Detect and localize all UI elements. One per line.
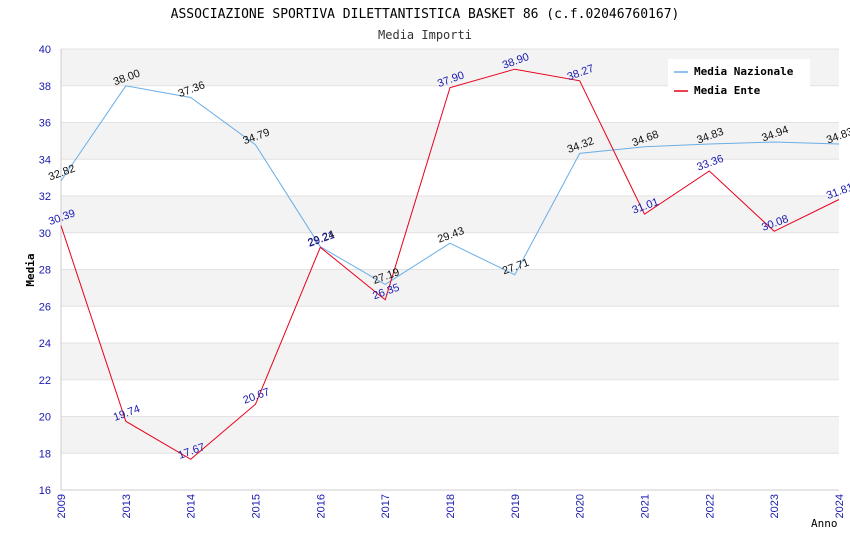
x-tick-label: 2019 [510,494,522,518]
grid-band [61,196,839,233]
x-tick-label: 2015 [251,494,263,518]
x-tick-label: 2013 [121,494,133,518]
y-tick-label: 24 [39,338,51,350]
x-tick-label: 2017 [380,494,392,518]
y-tick-label: 26 [39,301,51,313]
x-tick-label: 2014 [186,494,198,518]
x-tick-label: 2018 [445,494,457,518]
y-tick-label: 38 [39,81,51,93]
y-tick-label: 34 [39,154,51,166]
series-line-ente [60,68,840,460]
grid-band [61,269,839,307]
legend-label-ente: Media Ente [694,84,761,97]
series-line-nazionale [60,85,840,285]
y-tick-label: 20 [39,412,51,424]
legend: Media Nazionale Media Ente [668,59,810,101]
y-tick-label: 16 [39,485,51,497]
grid-band [61,122,839,160]
grid-band [61,416,839,454]
legend-box [668,59,810,101]
y-tick-label: 40 [39,44,51,56]
grid-band [61,343,839,380]
chart-title: ASSOCIAZIONE SPORTIVA DILETTANTISTICA BA… [171,7,680,22]
data-label: 31.81 [825,181,850,202]
chart-subtitle: Media Importi [378,28,472,42]
axes [60,49,839,491]
grid-bands [61,49,839,454]
y-tick-label: 18 [39,448,51,460]
x-tick-label: 2021 [640,494,652,518]
x-axis-label: Anno [811,517,838,530]
x-tick-label: 2024 [834,494,846,518]
data-labels: 32.8238.0037.3634.7929.2427.1929.4327.71… [47,51,850,462]
grid-lines [61,48,839,491]
legend-label-nazionale: Media Nazionale [694,65,794,78]
data-label: 20.67 [241,386,271,407]
series-lines [60,68,840,460]
x-tick-label: 2016 [315,494,327,518]
y-tick-labels: 16 18 20 22 24 26 28 30 32 34 36 38 40 [39,44,51,497]
y-tick-label: 22 [39,375,51,387]
x-tick-labels: 2009 2013 2014 2015 2016 2017 2018 2019 2020 2021… [56,494,846,518]
y-tick-label: 36 [39,118,51,130]
x-tick-label: 2022 [704,494,716,518]
x-tick-label: 2023 [769,494,781,518]
y-axis-label: Media [24,253,37,286]
y-tick-label: 28 [39,265,51,277]
y-tick-label: 32 [39,191,51,203]
x-tick-label: 2020 [575,494,587,518]
y-tick-label: 30 [39,228,51,240]
x-tick-label: 2009 [56,494,68,518]
